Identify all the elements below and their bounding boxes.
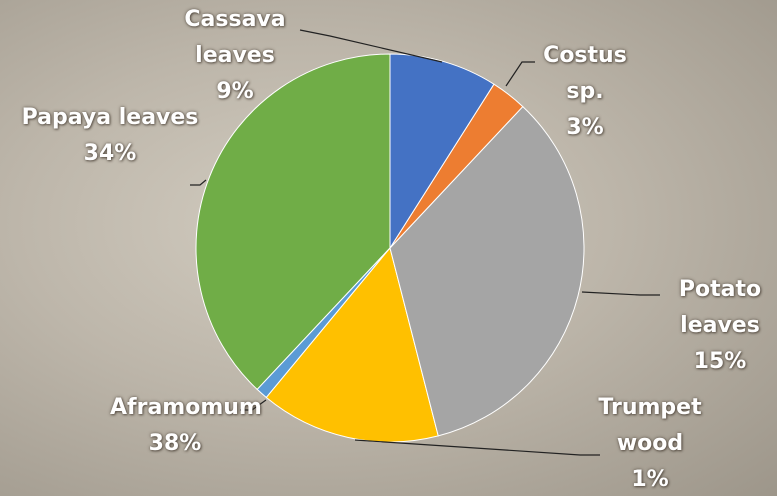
leader-line [354,439,600,456]
leader-lines [190,29,660,456]
value-label: 9% [216,79,254,104]
value-label: 1% [631,467,669,492]
value-label: 34% [83,141,137,166]
category-label: Papaya leaves [21,105,199,130]
category-label: Cassava leaves [184,7,286,68]
leader-line [240,399,267,411]
category-label: Costus sp. [543,43,627,104]
leader-line [505,61,535,87]
leader-line [299,29,443,63]
category-label: Trumpet wood [598,395,702,456]
slice-label: Aframomum 38% [110,390,262,462]
pie-slice [389,105,585,437]
slice-label: Papaya leaves 34% [10,100,210,172]
slice-label: Costus sp. 3% [535,38,635,146]
value-label: 38% [148,431,202,456]
pie-slice [195,53,391,391]
value-label: 3% [566,115,604,140]
value-label: 15% [693,349,747,374]
slice-label: Potato leaves 15% [650,272,777,380]
category-label: Aframomum [110,395,262,420]
pie-slice [265,246,439,443]
leader-line [190,179,207,186]
slice-label: Cassava leaves 9% [160,2,310,110]
pie-slice [389,53,495,250]
category-label: Potato leaves [678,277,762,338]
leader-line [581,291,660,296]
slice-label: Trumpet wood 1% [585,390,715,496]
